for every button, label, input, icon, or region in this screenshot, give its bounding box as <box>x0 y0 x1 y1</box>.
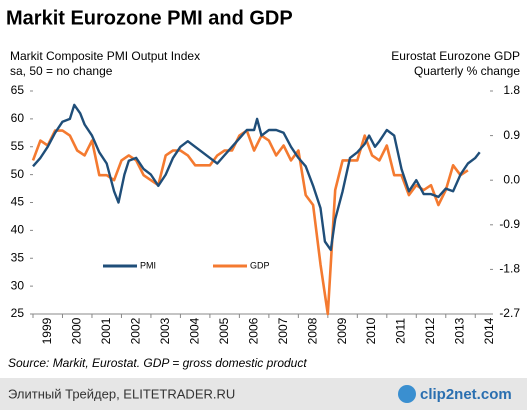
source-note: Source: Markit, Eurostat. GDP = gross do… <box>8 356 307 370</box>
x-tick-label: 2013 <box>453 317 467 344</box>
y2-tick-label: -1.8 <box>499 262 520 276</box>
y-tick-label: 45 <box>11 195 25 209</box>
y-tick-label: 65 <box>11 83 25 97</box>
x-tick-label: 2012 <box>423 317 437 344</box>
y2-tick-label: 0.9 <box>503 128 520 142</box>
left-subtitle: Markit Composite PMI Output Index <box>10 49 200 63</box>
x-tick-label: 2010 <box>364 317 378 344</box>
footer-bar <box>0 378 527 410</box>
logo-icon <box>398 385 416 403</box>
x-tick-label: 2014 <box>482 317 496 344</box>
right-subtitle: Quarterly % change <box>414 64 520 78</box>
footer-text: Элитный Трейдер, ELITETRADER.RU <box>8 386 235 401</box>
x-tick-label: 2009 <box>335 317 349 344</box>
legend-label: PMI <box>140 260 156 270</box>
x-tick-label: 2002 <box>128 317 142 344</box>
y-tick-label: 50 <box>11 167 25 181</box>
x-tick-label: 2006 <box>246 317 260 344</box>
x-tick-label: 2007 <box>276 317 290 344</box>
x-tick-label: 2001 <box>99 317 113 344</box>
y-tick-label: 55 <box>11 139 25 153</box>
right-subtitle: Eurostat Eurozone GDP <box>391 49 520 63</box>
y-tick-label: 25 <box>11 306 25 320</box>
y-tick-label: 40 <box>11 223 25 237</box>
footer-logo[interactable]: clip2net.com <box>420 386 512 403</box>
x-tick-label: 2011 <box>394 318 408 344</box>
y-tick-label: 30 <box>11 278 25 292</box>
left-subtitle: sa, 50 = no change <box>10 64 113 78</box>
chart-title: Markit Eurozone PMI and GDP <box>6 7 293 29</box>
y2-tick-label: 1.8 <box>503 83 520 97</box>
x-tick-label: 2005 <box>217 317 231 344</box>
y2-tick-label: -0.9 <box>499 217 520 231</box>
x-tick-label: 2004 <box>187 317 201 344</box>
x-tick-label: 2008 <box>305 317 319 344</box>
x-tick-label: 2000 <box>69 317 83 344</box>
series-line <box>32 103 481 252</box>
y2-tick-label: -2.7 <box>499 306 520 320</box>
y2-tick-label: 0.0 <box>503 172 520 186</box>
x-tick-label: 2003 <box>158 317 172 344</box>
legend-label: GDP <box>250 260 270 270</box>
y-tick-label: 35 <box>11 250 25 264</box>
y-tick-label: 60 <box>11 111 25 125</box>
x-tick-label: 1999 <box>40 317 54 344</box>
series-line <box>31 129 469 316</box>
